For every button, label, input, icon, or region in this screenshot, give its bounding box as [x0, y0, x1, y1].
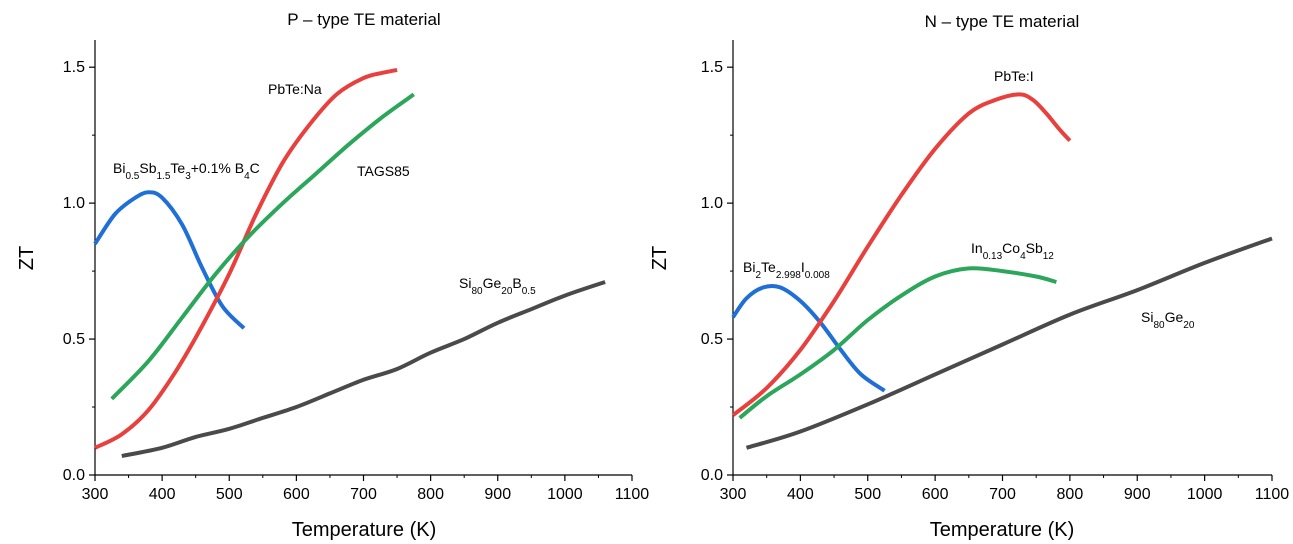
- x-tick-label: 600: [922, 486, 949, 503]
- x-tick-label: 1000: [1187, 486, 1223, 503]
- x-tick-label: 300: [82, 486, 109, 503]
- x-tick-label: 900: [484, 486, 511, 503]
- panel-n-type: N – type TE material Temperature (K) ZT …: [649, 12, 1289, 541]
- y-tick-label: 0.5: [63, 331, 85, 348]
- series-line-0: [95, 192, 244, 328]
- y-tick-label: 1.0: [63, 195, 85, 212]
- x-tick-label: 400: [787, 486, 814, 503]
- label-pbte-na: PbTe:Na: [268, 81, 322, 97]
- series-line-3: [122, 282, 605, 456]
- chart-title: N – type TE material: [925, 12, 1080, 31]
- label-si80ge20b05: Si80Ge20B0.5: [459, 275, 536, 297]
- label-si80ge20: Si80Ge20: [1141, 309, 1195, 331]
- panel-p-type: P – type TE material Temperature (K) ZT …: [16, 10, 649, 541]
- x-tick-label: 700: [989, 486, 1016, 503]
- x-tick-label: 800: [1057, 486, 1084, 503]
- y-tick-label: 1.5: [701, 59, 723, 76]
- y-axis-title: ZT: [16, 246, 38, 270]
- y-axis-title: ZT: [649, 246, 671, 270]
- x-tick-label: 1100: [1255, 486, 1290, 503]
- series-line-2: [112, 94, 414, 399]
- label-bi2te-i: Bi2Te2.998I0.008: [743, 259, 830, 281]
- y-tick-label: 1.5: [63, 59, 85, 76]
- x-axis-title: Temperature (K): [292, 519, 437, 541]
- label-in-co-sb: In0.13Co4Sb12: [971, 240, 1054, 262]
- x-tick-label: 600: [283, 486, 310, 503]
- y-tick-label: 0.0: [701, 467, 723, 484]
- label-pbte-i: PbTe:I: [994, 68, 1034, 84]
- chart-title: P – type TE material: [287, 10, 440, 29]
- series-line-1: [95, 70, 397, 448]
- x-tick-label: 1000: [547, 486, 583, 503]
- y-tick-label: 0.5: [701, 331, 723, 348]
- x-tick-label: 400: [149, 486, 176, 503]
- x-tick-label: 500: [854, 486, 881, 503]
- x-tick-label: 800: [417, 486, 444, 503]
- label-tags85: TAGS85: [357, 163, 410, 179]
- label-bisbte-b4c: Bi0.5Sb1.5Te3+0.1% B4C: [113, 160, 260, 182]
- x-tick-label: 300: [720, 486, 747, 503]
- x-tick-label: 500: [216, 486, 243, 503]
- x-tick-label: 900: [1124, 486, 1151, 503]
- y-tick-label: 0.0: [63, 467, 85, 484]
- x-axis-title: Temperature (K): [930, 519, 1075, 541]
- y-tick-label: 1.0: [701, 195, 723, 212]
- x-tick-label: 700: [350, 486, 377, 503]
- x-tick-label: 1100: [615, 486, 650, 503]
